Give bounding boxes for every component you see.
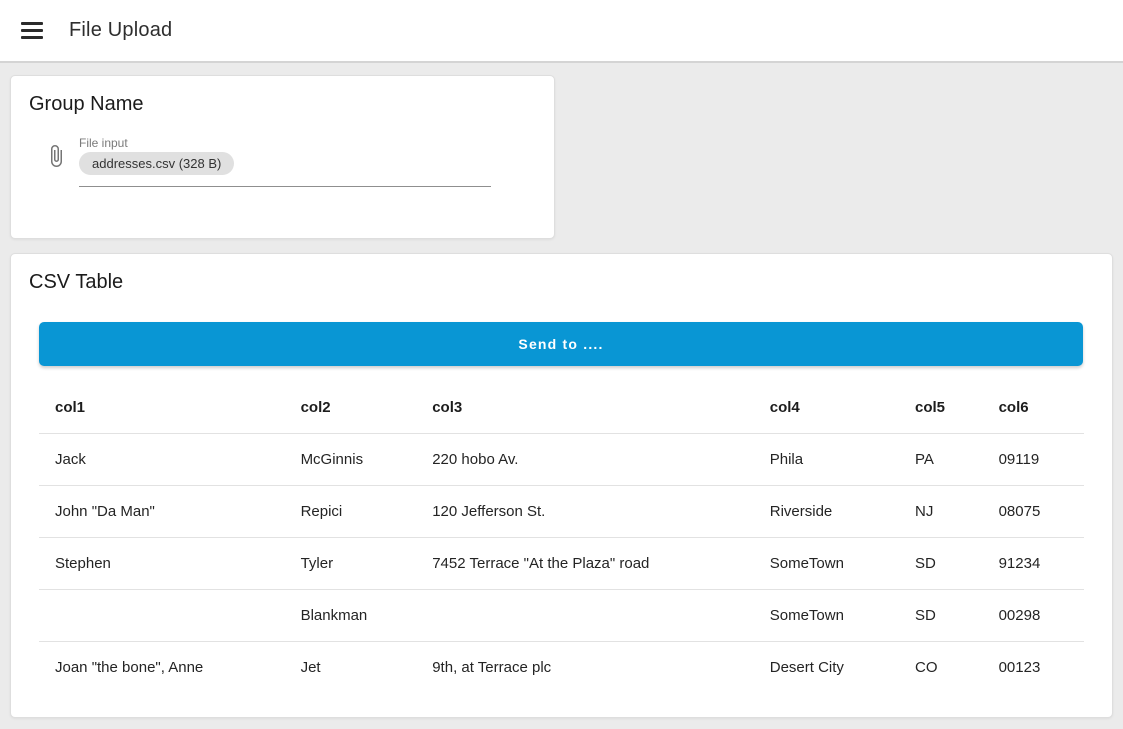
file-chip[interactable]: addresses.csv (328 B) <box>79 152 235 175</box>
table-cell: CO <box>915 658 938 676</box>
upload-card-title: Group Name <box>29 93 144 115</box>
table-cell: Jack <box>39 433 285 486</box>
app-bar: File Upload <box>0 0 1123 63</box>
table-cell: 9th, at Terrace plc <box>432 658 552 676</box>
csv-table-title: CSV Table <box>29 271 124 293</box>
table-cell: Stephen <box>39 537 285 590</box>
table-header-cell: col1 <box>39 383 285 434</box>
csv-table-card: CSV Table Send to .... col1 col2 col3 col4 c… <box>10 253 1113 718</box>
table-cell: 7452 Terrace "At the Plaza" road <box>416 537 754 590</box>
table-cell: Repici <box>284 485 417 538</box>
table-body: Jack McGinnis 220 hobo Av. Phila PA 09119 John… <box>39 433 1084 693</box>
table-cell: Blankman <box>284 589 417 642</box>
table-cell: Joan "the bone", Anne <box>55 658 204 676</box>
table-header-cell: col5 <box>899 383 983 434</box>
menu-icon[interactable] <box>21 22 43 39</box>
file-input-underline <box>79 186 491 187</box>
page-title: File Upload <box>69 19 173 41</box>
table-cell: 120 Jefferson St. <box>416 485 754 538</box>
table-header-cell: col3 <box>416 383 754 434</box>
table-header-cell: col6 <box>982 383 1084 434</box>
file-input-label: File input <box>79 136 128 150</box>
table-header-cell: col2 <box>284 383 417 434</box>
table-cell: 08075 <box>982 485 1084 538</box>
csv-table: col1 col2 col3 col4 col5 col6 Jack McGinnis 220… <box>39 383 1084 693</box>
table-header-row: col1 col2 col3 col4 col5 col6 <box>39 383 1084 434</box>
table-cell: McGinnis <box>284 433 417 486</box>
table-cell: SD <box>899 537 983 590</box>
table-cell: 00298 <box>982 589 1084 642</box>
table-header-cell: col4 <box>753 383 899 434</box>
table-cell: 220 hobo Av. <box>416 433 754 486</box>
table-cell: 09119 <box>982 433 1084 486</box>
table-cell: SD <box>899 589 983 642</box>
table-cell <box>416 589 754 642</box>
table-row: Stephen Tyler 7452 Terrace "At the Plaza" … <box>39 537 1084 590</box>
paperclip-icon <box>51 145 62 167</box>
table-cell: NJ <box>899 485 983 538</box>
table-row: John "Da Man" Repici 120 Jefferson St. Rive… <box>39 485 1084 538</box>
table-cell: 00123 <box>998 658 1041 676</box>
table-cell: John "Da Man" <box>39 485 285 538</box>
file-input-control: File input addresses.csv (328 B) <box>79 136 491 187</box>
table-cell: 91234 <box>982 537 1084 590</box>
file-input[interactable]: File input addresses.csv (328 B) <box>44 136 554 187</box>
table-cell: Riverside <box>753 485 899 538</box>
send-button[interactable]: Send to .... <box>39 322 1083 366</box>
table-cell: Phila <box>753 433 899 486</box>
table-cell: SomeTown <box>753 589 899 642</box>
table-cell: Tyler <box>284 537 417 590</box>
upload-card: Group Name File input addresses.csv (328… <box>10 75 555 239</box>
table-row: Blankman SomeTown SD 00298 <box>39 589 1084 642</box>
table-cell: Jet <box>300 658 321 676</box>
table-row: Joan "the bone", Anne Jet 9th, at Terrace … <box>39 641 1084 693</box>
table-cell: SomeTown <box>753 537 899 590</box>
table-row: Jack McGinnis 220 hobo Av. Phila PA 09119 <box>39 433 1084 486</box>
table-cell: Desert City <box>769 658 844 676</box>
table-cell <box>39 589 285 642</box>
table-cell: PA <box>899 433 983 486</box>
